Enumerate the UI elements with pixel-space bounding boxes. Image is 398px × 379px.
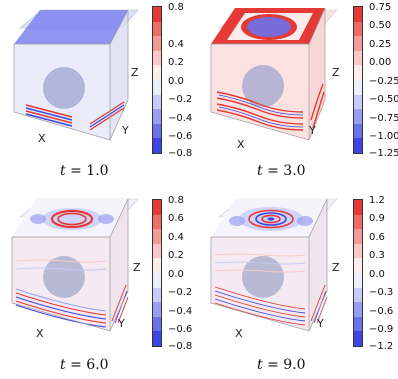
panel-t1: X Y Z 0.8 0.4 0.2 0.0 −0.2 −0.4 −0.6 −0.… (0, 0, 199, 189)
cube-top-face (14, 10, 128, 44)
sphere (242, 65, 284, 107)
cube-plot (210, 7, 338, 141)
colorbar-tick-label: 0.2 (168, 57, 184, 68)
colorbar-tick-label: 0.0 (168, 269, 184, 280)
axis-label-x: X (235, 327, 243, 340)
panel-t2: X Y Z 0.75 0.50 0.25 0.00 −0.25 −0.50 −0… (199, 0, 398, 189)
axis-label-z: Z (131, 66, 139, 79)
axis-label-y: Y (317, 317, 324, 330)
colorbar-tick-label: 0.0 (168, 76, 184, 87)
time-caption: t = 3.0 (257, 163, 306, 179)
axis-label-z: Z (332, 66, 340, 79)
colorbar-tick-label: −0.6 (168, 131, 193, 142)
colorbar-gradient (152, 6, 162, 154)
colorbar-tick-label: −0.25 (369, 76, 398, 87)
cube-right-face (110, 199, 128, 331)
sphere (43, 67, 85, 109)
cube-right-face (309, 8, 325, 140)
colorbar-tick-label: −0.75 (369, 113, 398, 124)
colorbar-tick-label: −1.00 (369, 131, 398, 142)
wave-stripes (25, 101, 125, 131)
colorbar-tick-label: −1.2 (369, 341, 394, 352)
time-caption: t = 6.0 (60, 357, 109, 373)
colorbar-tick-label: 0.0 (369, 269, 385, 280)
colorbar-tick-label: −0.2 (168, 94, 193, 105)
colorbar-tick-label: 0.6 (369, 232, 385, 243)
colorbar: 0.8 0.6 0.4 0.2 0.0 −0.2 −0.4 −0.6 −0.8 (152, 195, 196, 352)
colorbar-tick-label: 0.2 (168, 250, 184, 261)
colorbar-tick-label: 0.4 (168, 232, 184, 243)
colorbar-gradient (353, 6, 363, 154)
colorbar-tick-label: −0.4 (168, 113, 193, 124)
cube-plot (13, 9, 139, 141)
colorbar-tick-label: −0.6 (168, 324, 193, 335)
sphere (43, 256, 85, 298)
axis-label-x: X (36, 327, 44, 340)
colorbar: 1.2 0.9 0.6 0.3 0.0 −0.3 −0.6 −0.9 −1.2 (353, 195, 397, 352)
axis-label-z: Z (332, 261, 340, 274)
colorbar-tick-label: 0.9 (369, 213, 385, 224)
panel-t4: X Y Z 1.2 0.9 0.6 0.3 0.0 −0.3 −0.6 −0.9… (199, 189, 398, 379)
colorbar-tick-label: −0.3 (369, 287, 394, 298)
colorbar-tick-label: 0.3 (369, 250, 385, 261)
sphere (242, 256, 284, 298)
colorbar-tick-label: −0.4 (168, 306, 193, 317)
axis-label-x: X (237, 138, 245, 151)
colorbar-tick-label: 0.6 (168, 213, 184, 224)
colorbar-tick-label: 0.8 (168, 2, 184, 13)
colorbar-tick-label: 0.00 (369, 57, 392, 68)
axis-label-y: Y (122, 124, 129, 137)
colorbar-gradient (353, 199, 363, 347)
colorbar: 0.8 0.4 0.2 0.0 −0.2 −0.4 −0.6 −0.8 (152, 2, 196, 159)
cube-plot (210, 198, 338, 332)
colorbar-tick-label: 0.4 (168, 39, 184, 50)
colorbar-tick-label: −0.8 (168, 341, 193, 352)
colorbar: 0.75 0.50 0.25 0.00 −0.25 −0.50 −0.75 −1… (353, 2, 398, 159)
cube-plot (11, 198, 139, 332)
colorbar-tick-label: −0.6 (369, 306, 394, 317)
wave-stripes (214, 253, 328, 326)
colorbar-tick-label: −1.25 (369, 148, 398, 159)
cube-right-face (309, 199, 327, 331)
colorbar-tick-label: −0.9 (369, 324, 394, 335)
colorbar-tick-label: 0.75 (369, 2, 392, 13)
axis-label-x: X (38, 132, 46, 145)
time-caption: t = 1.0 (60, 163, 109, 179)
axis-label-z: Z (133, 261, 141, 274)
axis-label-y: Y (309, 124, 316, 137)
colorbar-tick-label: −0.2 (168, 287, 193, 298)
axis-label-y: Y (118, 317, 125, 330)
colorbar-tick-label: 0.8 (168, 195, 184, 206)
colorbar-tick-label: 1.2 (369, 195, 385, 206)
colorbar-tick-label: 0.25 (369, 39, 392, 50)
wave-stripes (216, 83, 325, 131)
colorbar-tick-label: −0.8 (168, 148, 193, 159)
colorbar-tick-label: −0.50 (369, 94, 398, 105)
time-caption: t = 9.0 (257, 357, 306, 373)
colorbar-tick-label: 0.50 (369, 20, 392, 31)
colorbar-gradient (152, 199, 162, 347)
panel-t3: X Y Z 0.8 0.6 0.4 0.2 0.0 −0.2 −0.4 −0.6… (0, 189, 199, 379)
